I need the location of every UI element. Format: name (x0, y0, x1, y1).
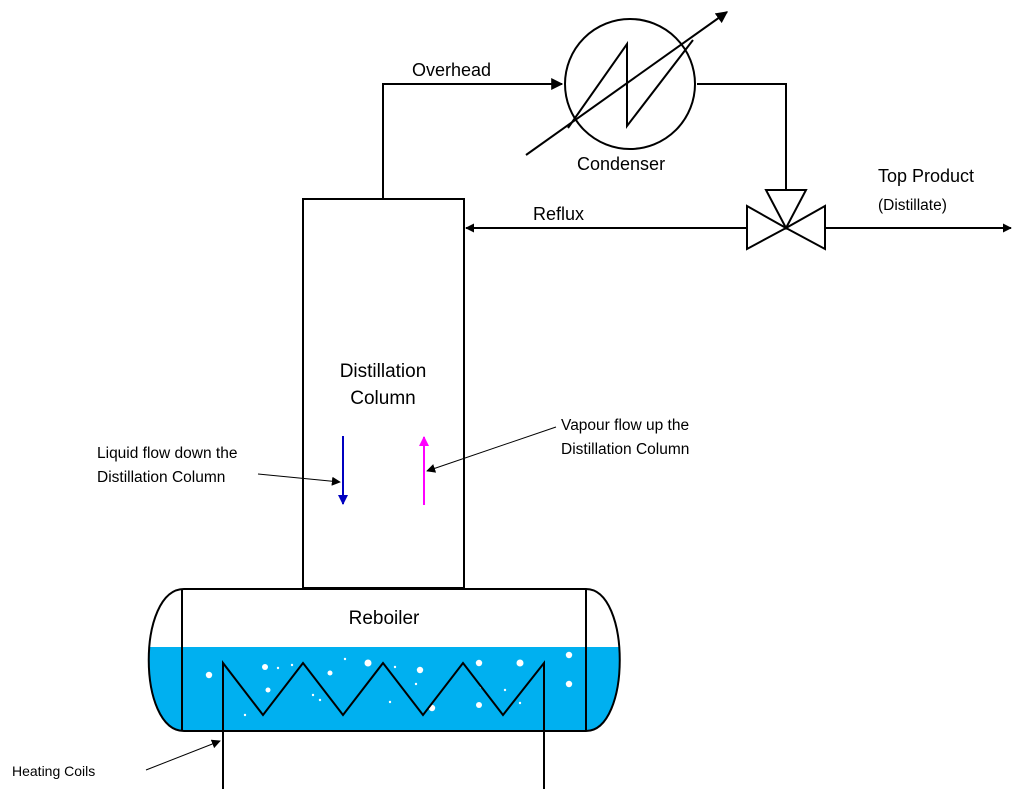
top-product-label: Top Product (878, 166, 974, 186)
heating-coils-label: Heating Coils (12, 763, 95, 779)
condenser-outlet-pipe (697, 83, 787, 190)
reboiler-liquid (148, 647, 620, 731)
column-label-line2: Column (350, 388, 415, 409)
overhead-pipe (382, 78, 564, 199)
top-product-sublabel: (Distillate) (878, 197, 947, 214)
valve-body-top (764, 189, 808, 231)
reflux-label: Reflux (533, 204, 584, 224)
vapour-flow-callout (426, 426, 557, 473)
condenser (525, 11, 728, 156)
vapour-flow-label-line1: Vapour flow up the (561, 417, 689, 434)
distillation-column (302, 198, 465, 589)
reboiler-label: Reboiler (349, 608, 420, 629)
liquid-flow-callout (257, 473, 341, 486)
condenser-label: Condenser (577, 154, 665, 174)
reboiler-bubbles (205, 651, 573, 717)
overhead-label: Overhead (412, 60, 491, 80)
heating-coil (222, 660, 545, 789)
condenser-shell (564, 18, 696, 150)
condenser-coil (567, 39, 694, 129)
liquid-flow-label-line1: Liquid flow down the (97, 445, 237, 462)
vapour-flow-label-line2: Distillation Column (561, 441, 689, 458)
liquid-flow-label-line2: Distillation Column (97, 469, 225, 486)
column-label-line1: Distillation (340, 361, 427, 382)
three-way-valve (746, 189, 826, 251)
reboiler (147, 588, 621, 789)
heating-coils-callout (145, 739, 221, 771)
condenser-cooling-arrow (525, 11, 728, 156)
